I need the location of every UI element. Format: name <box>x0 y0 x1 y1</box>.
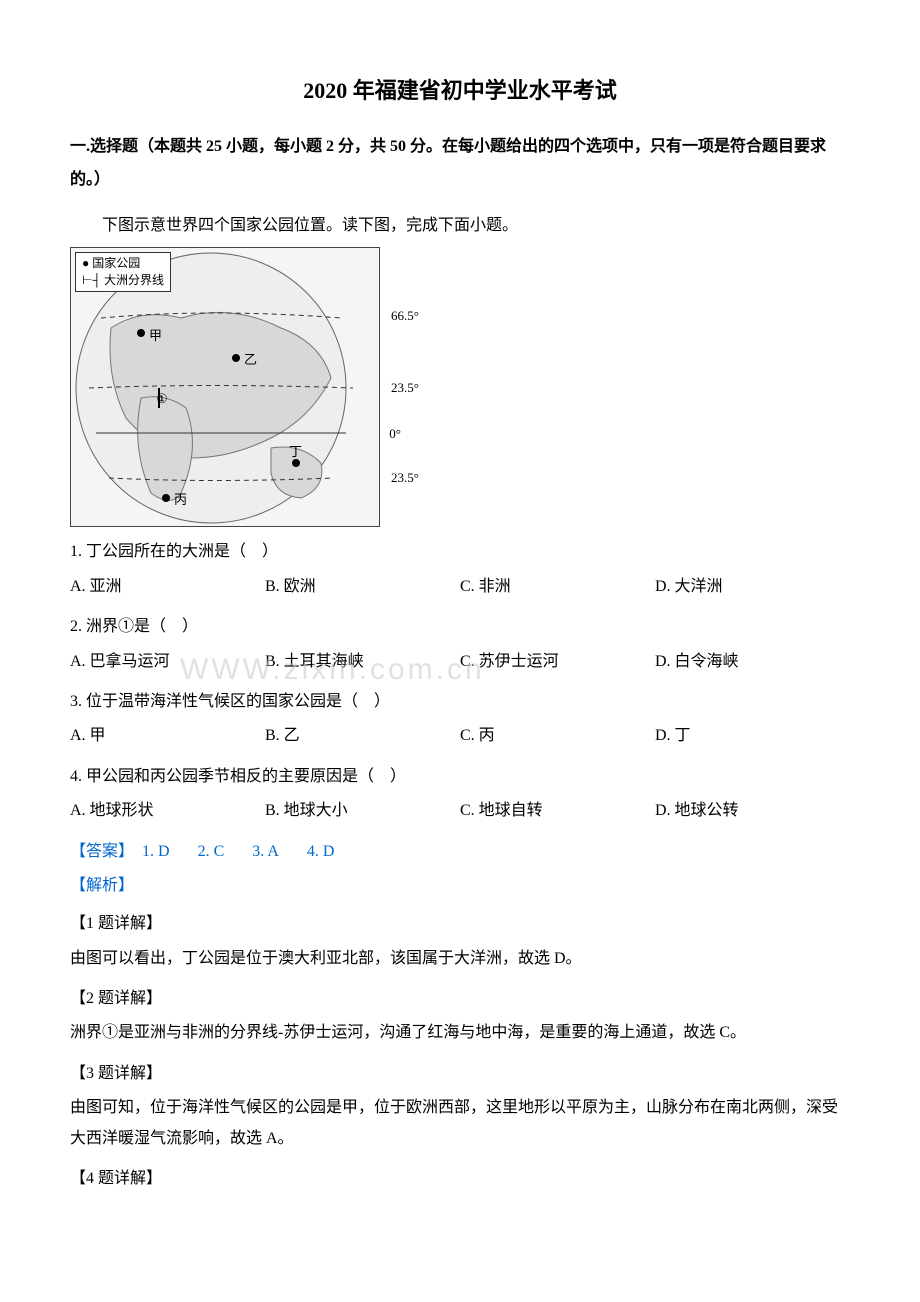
svg-text:丁: 丁 <box>289 444 302 459</box>
option-c: C. 地球自转 <box>460 796 655 826</box>
legend-item: ⊢┤ 大洲分界线 <box>82 272 164 289</box>
lat-label: 23.5° <box>391 376 419 401</box>
option-d: D. 丁 <box>655 721 850 751</box>
detail-body: 由图可以看出，丁公园是位于澳大利亚北部，该国属于大洋洲，故选 D。 <box>70 944 850 974</box>
question-num: 3. <box>70 693 82 710</box>
analysis-label: 【解析】 <box>70 871 850 901</box>
answer-item: 4. D <box>307 837 335 867</box>
option-b: B. 乙 <box>265 721 460 751</box>
detail-head: 【1 题详解】 <box>70 909 850 939</box>
question-num: 4. <box>70 768 82 785</box>
option-d: D. 白令海峡 <box>655 647 850 677</box>
question-text: 位于温带海洋性气候区的国家公园是（ ） <box>86 693 390 710</box>
context-text: 下图示意世界四个国家公园位置。读下图，完成下面小题。 <box>70 211 850 241</box>
option-b: B. 地球大小 <box>265 796 460 826</box>
question-stem: 4. 甲公园和丙公园季节相反的主要原因是（ ） <box>70 762 850 792</box>
detail-head: 【3 题详解】 <box>70 1059 850 1089</box>
question-text: 丁公园所在的大洲是（ ） <box>86 543 278 560</box>
lat-label: 66.5° <box>391 304 419 329</box>
option-b: B. 土耳其海峡 <box>265 647 460 677</box>
svg-text:乙: 乙 <box>244 352 257 367</box>
detail-head: 【4 题详解】 <box>70 1164 850 1194</box>
option-c: C. 丙 <box>460 721 655 751</box>
detail-body: 洲界①是亚洲与非洲的分界线-苏伊士运河，沟通了红海与地中海，是重要的海上通道，故… <box>70 1018 850 1048</box>
question-num: 1. <box>70 543 82 560</box>
detail-body: 由图可知，位于海洋性气候区的公园是甲，位于欧洲西部，这里地形以平原为主，山脉分布… <box>70 1093 850 1154</box>
map-figure: ● 国家公园 ⊢┤ 大洲分界线 甲 乙 丙 丁 ① 66.5° 23.5° 0°… <box>70 247 380 527</box>
svg-text:丙: 丙 <box>174 492 187 507</box>
question-num: 2. <box>70 618 82 635</box>
options-row: A. 亚洲 B. 欧洲 C. 非洲 D. 大洋洲 <box>70 572 850 602</box>
answer-item: 2. C <box>198 837 225 867</box>
answer-line: 【答案】 1. D 2. C 3. A 4. D <box>70 837 850 867</box>
svg-text:甲: 甲 <box>149 328 162 343</box>
svg-text:①: ① <box>156 391 168 406</box>
question-stem: 2. 洲界①是（ ） <box>70 612 850 642</box>
option-c: C. 苏伊士运河 <box>460 647 655 677</box>
option-a: A. 甲 <box>70 721 265 751</box>
options-row: WWW.zixin.com.cn A. 巴拿马运河 B. 土耳其海峡 C. 苏伊… <box>70 647 850 677</box>
options-row: A. 甲 B. 乙 C. 丙 D. 丁 <box>70 721 850 751</box>
question-stem: 3. 位于温带海洋性气候区的国家公园是（ ） <box>70 687 850 717</box>
option-a: A. 亚洲 <box>70 572 265 602</box>
answer-item: 3. A <box>252 837 279 867</box>
section-intro: 一.选择题（本题共 25 小题，每小题 2 分，共 50 分。在每小题给出的四个… <box>70 130 850 197</box>
option-c: C. 非洲 <box>460 572 655 602</box>
question-text: 甲公园和丙公园季节相反的主要原因是（ ） <box>86 768 406 785</box>
option-a: A. 地球形状 <box>70 796 265 826</box>
question-stem: 1. 丁公园所在的大洲是（ ） <box>70 537 850 567</box>
option-d: D. 大洋洲 <box>655 572 850 602</box>
legend-item: ● 国家公园 <box>82 255 164 272</box>
map-legend: ● 国家公园 ⊢┤ 大洲分界线 <box>75 252 171 292</box>
answer-item: 1. D <box>142 837 170 867</box>
answer-label: 【答案】 <box>70 843 134 860</box>
options-row: A. 地球形状 B. 地球大小 C. 地球自转 D. 地球公转 <box>70 796 850 826</box>
option-d: D. 地球公转 <box>655 796 850 826</box>
lat-label: 0° <box>389 422 401 447</box>
lat-label: 23.5° <box>391 466 419 491</box>
question-text: 洲界①是（ ） <box>86 618 198 635</box>
page-title: 2020 年福建省初中学业水平考试 <box>70 70 850 112</box>
option-b: B. 欧洲 <box>265 572 460 602</box>
option-a: A. 巴拿马运河 <box>70 647 265 677</box>
detail-head: 【2 题详解】 <box>70 984 850 1014</box>
